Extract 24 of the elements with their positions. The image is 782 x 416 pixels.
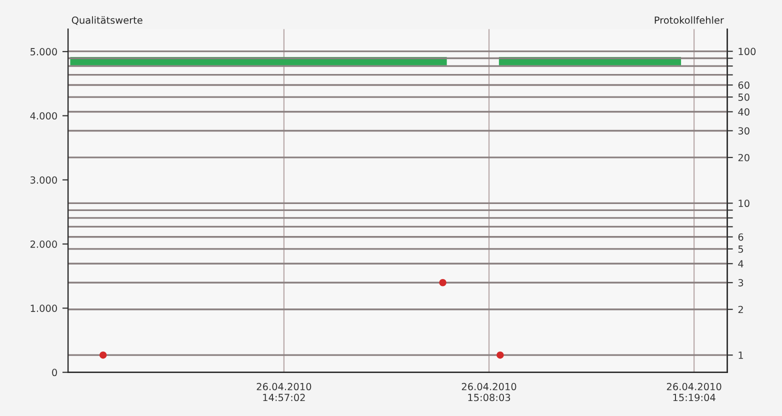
y2-tick-label: 6 bbox=[738, 233, 744, 241]
y2-tick-label: 3 bbox=[738, 279, 744, 286]
x-tick-label: 26.04.2010 15:08:03 bbox=[462, 382, 516, 402]
y2-tick-label: 20 bbox=[738, 154, 750, 162]
y2-tick-label: 50 bbox=[738, 94, 750, 101]
y2-axis-title: Protokollfehler bbox=[654, 16, 724, 24]
y-axis-title: Qualitätswerte bbox=[72, 16, 142, 25]
y-tick-label: 2.000 bbox=[30, 240, 57, 248]
y2-tick-label: 30 bbox=[738, 127, 750, 135]
y-tick-label: 4.000 bbox=[30, 112, 57, 120]
y2-tick-label: 2 bbox=[738, 306, 743, 314]
x-tick-label: 26.04.2010 15:19:04 bbox=[666, 382, 722, 402]
x-tick-label: 26.04.2010 14:57:02 bbox=[256, 382, 312, 402]
y-tick-label: 5.000 bbox=[30, 48, 57, 56]
y-tick-label: 0 bbox=[52, 368, 57, 376]
y2-tick-label: 1 bbox=[738, 352, 743, 359]
y2-tick-label: 10 bbox=[738, 200, 750, 208]
y2-tick-label: 40 bbox=[738, 108, 750, 116]
y2-tick-label: 4 bbox=[738, 260, 744, 268]
y-tick-label: 1.000 bbox=[30, 304, 57, 312]
y2-tick-label: 5 bbox=[738, 246, 744, 253]
y2-tick-label: 100 bbox=[738, 48, 756, 56]
y2-tick-label: 60 bbox=[738, 81, 750, 89]
y-tick-label: 3.000 bbox=[30, 176, 57, 184]
